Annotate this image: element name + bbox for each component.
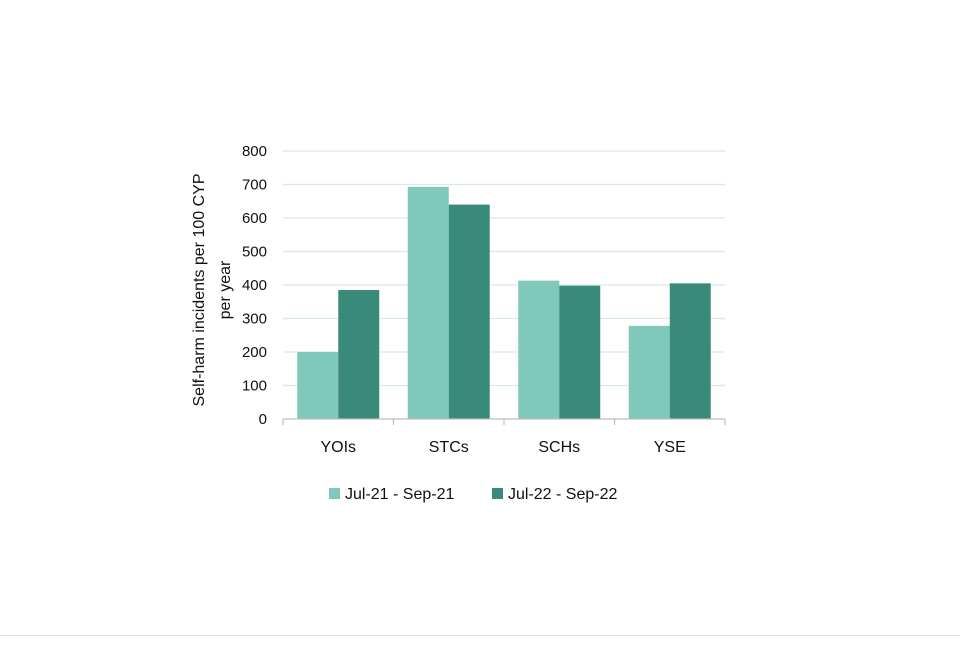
bar-stcs-series-1 <box>407 186 449 419</box>
y-axis-title-line-2: per year <box>217 260 234 319</box>
bars <box>297 186 711 419</box>
x-category-label: STCs <box>429 439 469 456</box>
x-category-label: YSE <box>654 439 686 456</box>
bar-yse-series-2 <box>669 283 711 419</box>
legend-swatch <box>329 488 340 499</box>
y-tick-label: 600 <box>242 210 267 227</box>
y-tick-label: 700 <box>242 177 267 194</box>
bar-yse-series-1 <box>628 325 670 419</box>
legend-label: Jul-22 - Sep-22 <box>508 486 617 503</box>
legend-label: Jul-21 - Sep-21 <box>345 486 454 503</box>
y-tick-label: 0 <box>259 411 267 428</box>
bottom-divider <box>0 635 960 636</box>
y-tick-label: 500 <box>242 244 267 261</box>
y-tick-label: 200 <box>242 344 267 361</box>
bar-schs-series-1 <box>518 280 560 419</box>
y-axis-ticks: 0 100 200 300 400 500 600 700 800 <box>242 143 267 428</box>
bar-yois-series-2 <box>338 290 380 419</box>
bar-stcs-series-2 <box>448 204 490 419</box>
y-tick-label: 800 <box>242 143 267 160</box>
legend-swatch <box>492 488 503 499</box>
bar-schs-series-2 <box>559 285 601 419</box>
y-tick-label: 100 <box>242 378 267 395</box>
legend: Jul-21 - Sep-21 Jul-22 - Sep-22 <box>329 486 617 503</box>
x-category-label: SCHs <box>538 439 580 456</box>
x-axis-categories: YOIs STCs SCHs YSE <box>320 439 685 456</box>
x-axis <box>282 418 726 425</box>
x-category-label: YOIs <box>320 439 356 456</box>
y-tick-label: 400 <box>242 277 267 294</box>
y-tick-label: 300 <box>242 311 267 328</box>
y-axis-title: Self-harm incidents per 100 CYP per year <box>191 174 234 407</box>
bar-yois-series-1 <box>297 352 339 419</box>
y-axis-title-line-1: Self-harm incidents per 100 CYP <box>191 174 208 407</box>
